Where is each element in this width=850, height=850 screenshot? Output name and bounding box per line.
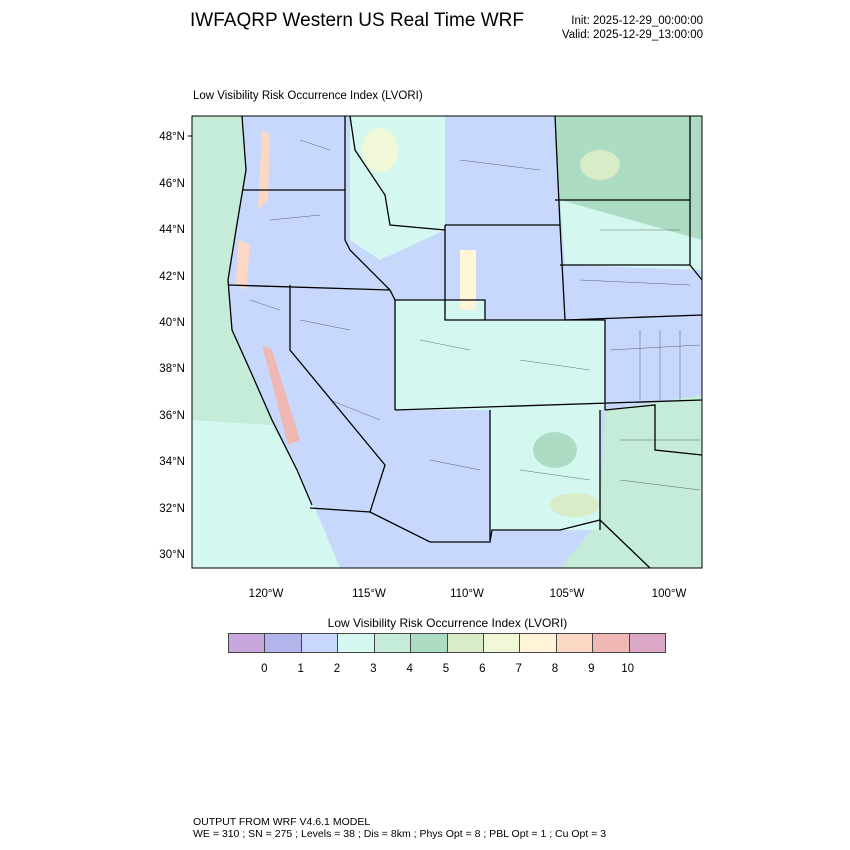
- colorbar-label: 6: [479, 663, 486, 675]
- colorbar-swatch: [483, 634, 521, 652]
- blob: [533, 432, 577, 468]
- colorbar-swatch: [556, 634, 594, 652]
- ocean-south: [192, 420, 340, 568]
- colorbar-label: 1: [297, 663, 304, 675]
- colorbar-swatch: [593, 634, 630, 652]
- lon-tick: 115°W: [352, 588, 386, 600]
- colorbar-label: 5: [442, 663, 450, 675]
- lat-tick: 40°N: [159, 317, 185, 329]
- lat-tick: 34°N: [159, 456, 185, 468]
- oregon-high: [236, 240, 250, 290]
- colorbar-swatch: [338, 634, 375, 652]
- model-info: OUTPUT FROM WRF V4.6.1 MODEL WE = 310 ; …: [193, 816, 606, 840]
- lat-tick: 44°N: [159, 224, 185, 236]
- plot-title: IWFAQRP Western US Real Time WRF: [190, 10, 524, 31]
- lat-axis: 48°N 46°N 44°N 42°N 40°N 38°N 36°N 34°N …: [159, 131, 192, 561]
- colorbar-swatch: [447, 634, 484, 652]
- lat-tick: 32°N: [159, 503, 185, 515]
- colorbar-label: 9: [588, 663, 595, 675]
- map-frame: [191, 115, 703, 569]
- lat-tick: 30°N: [159, 549, 185, 561]
- init-time: Init: 2025-12-29_00:00:00: [571, 15, 703, 27]
- colorbar-label: 8: [551, 663, 559, 675]
- colorbar-label: 2: [333, 663, 341, 675]
- colorbar-swatch: [229, 634, 266, 652]
- sierra-high: [262, 345, 300, 445]
- colorbar-swatch: [265, 634, 302, 652]
- colorbar-label: 3: [370, 663, 377, 675]
- lon-tick: 120°W: [249, 588, 284, 600]
- colorbar-swatch: [520, 634, 557, 652]
- county-boundaries: [249, 139, 701, 491]
- blob: [362, 128, 398, 172]
- state-boundaries: [227, 116, 702, 568]
- lat-tick: 36°N: [159, 410, 185, 422]
- colorbar-title: Low Visibility Risk Occurrence Index (LV…: [327, 616, 568, 630]
- lon-tick: 105°W: [550, 588, 585, 600]
- colorbar-label: 4: [406, 663, 413, 675]
- lat-tick: 38°N: [159, 363, 185, 375]
- map-subtitle: Low Visibility Risk Occurrence Index (LV…: [193, 90, 423, 102]
- colorbar-label: 0: [261, 663, 268, 675]
- valid-time: Valid: 2025-12-29_13:00:00: [561, 29, 703, 41]
- lat-tick: 48°N: [159, 131, 185, 143]
- lat-tick: 42°N: [159, 271, 185, 283]
- colorbar-swatch: [411, 634, 448, 652]
- region-mt: [445, 116, 560, 225]
- colorbar: [228, 633, 666, 653]
- blob: [550, 493, 600, 517]
- colorbar-swatch: [629, 634, 666, 652]
- footer-line2: WE = 310 ; SN = 275 ; Levels = 38 ; Dis …: [193, 828, 607, 840]
- lon-axis: 120°W 115°W 110°W 105°W 100°W: [249, 588, 687, 600]
- lon-tick: 100°W: [652, 588, 687, 600]
- region-sd: [560, 200, 702, 270]
- colorbar-swatch: [301, 634, 339, 652]
- time-info: Init: 2025-12-29_00:00:00 Valid: 2025-12…: [562, 14, 703, 42]
- map-panel: 48°N 46°N 44°N 42°N 40°N 38°N 36°N 34°N …: [159, 115, 703, 600]
- colorbar-label: 7: [515, 663, 522, 675]
- footer-line1: OUTPUT FROM WRF V4.6.1 MODEL: [193, 816, 371, 828]
- colorbar-swatch: [374, 634, 412, 652]
- colorbar-label: 10: [621, 663, 635, 675]
- region-ut: [395, 300, 485, 410]
- blob: [580, 150, 620, 180]
- blob: [460, 250, 476, 310]
- lon-tick: 110°W: [450, 588, 484, 600]
- lat-tick: 46°N: [159, 178, 185, 190]
- region-co: [485, 320, 605, 410]
